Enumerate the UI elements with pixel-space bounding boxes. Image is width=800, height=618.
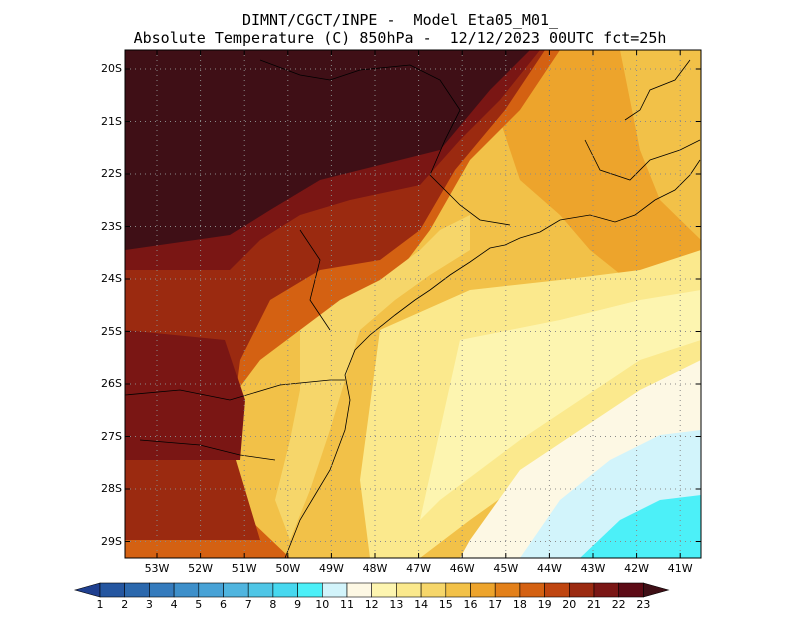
colorbar — [73, 582, 670, 598]
map-frame — [124, 49, 702, 559]
colorbar-label: 5 — [195, 598, 203, 611]
lon-label: 52W — [188, 562, 214, 575]
lat-label: 29S — [101, 534, 122, 548]
lat-label: 21S — [101, 114, 122, 128]
colorbar-cell — [297, 582, 323, 598]
colorbar-label: 12 — [364, 598, 379, 611]
lon-label: 49W — [318, 562, 344, 575]
colorbar-cell — [247, 582, 274, 598]
colorbar-label: 18 — [512, 598, 527, 611]
lat-label: 28S — [101, 482, 122, 495]
colorbar-cell — [173, 582, 200, 598]
lat-label: 20S — [101, 62, 122, 75]
colorbar-label: 14 — [414, 598, 429, 611]
colorbar-cell — [445, 582, 471, 598]
colorbar-label: 10 — [315, 598, 330, 611]
colorbar-label: 16 — [463, 598, 478, 611]
lat-label: 23S — [101, 219, 122, 233]
colorbar-cell — [494, 582, 521, 598]
colorbar-cell — [618, 582, 644, 598]
colorbar-cell — [346, 582, 373, 598]
colorbar-cell — [223, 582, 249, 598]
colorbar-label: 8 — [269, 598, 277, 611]
lat-label: 25S — [101, 324, 122, 338]
colorbar-cell — [593, 582, 620, 598]
lat-label: 26S — [101, 377, 122, 390]
colorbar-label: 4 — [170, 598, 178, 611]
colorbar-label: 22 — [611, 598, 626, 611]
lon-label: 42W — [624, 562, 650, 575]
axis-ticks — [125, 50, 701, 558]
colorbar-cell — [99, 582, 126, 598]
lon-label: 44W — [536, 562, 562, 575]
colorbar-cell — [544, 582, 570, 598]
colorbar-label: 7 — [244, 598, 252, 611]
lon-label: 50W — [275, 562, 301, 575]
colorbar-cell — [519, 582, 545, 598]
colorbar-cell — [272, 582, 298, 598]
colorbar-label: 9 — [294, 598, 302, 611]
colorbar-arrow-left — [73, 582, 101, 598]
colorbar-label: 1 — [96, 598, 104, 611]
colorbar-cell — [198, 582, 224, 598]
colorbar-cell — [420, 582, 447, 598]
lon-label: 53W — [144, 562, 170, 575]
colorbar-cell — [124, 582, 150, 598]
colorbar-label: 11 — [340, 598, 354, 611]
colorbar-label: 19 — [537, 598, 552, 611]
colorbar-label: 23 — [636, 598, 651, 611]
colorbar-cell — [371, 582, 397, 598]
colorbar-arrow-right — [643, 582, 670, 598]
lon-label: 41W — [667, 562, 693, 575]
lat-label: 24S — [101, 272, 122, 285]
lat-label: 22S — [101, 167, 122, 180]
colorbar-label: 15 — [438, 598, 453, 611]
colorbar-label: 6 — [220, 598, 227, 611]
lon-label: 47W — [406, 562, 432, 575]
chart-title: DIMNT/CGCT/INPE - Model Eta05_M01_ — [241, 11, 559, 29]
colorbar-cell — [396, 582, 422, 598]
colorbar-cell — [568, 582, 595, 598]
colorbar-cell — [470, 582, 496, 598]
colorbar-label: 2 — [121, 598, 129, 611]
chart-subtitle: Absolute Temperature (C) 850hPa - 12/12/… — [133, 29, 667, 47]
lon-label: 51W — [231, 562, 257, 575]
lon-label: 43W — [580, 562, 606, 575]
colorbar-label: 21 — [587, 598, 601, 611]
lat-label: 27S — [101, 429, 122, 443]
colorbar-label: 3 — [145, 598, 153, 611]
lon-label: 48W — [362, 562, 388, 575]
colorbar-cell — [149, 582, 175, 598]
temperature-field — [125, 50, 701, 558]
lon-label: 46W — [449, 562, 475, 575]
lat-lon-grid — [125, 50, 701, 558]
colorbar-label: 13 — [389, 598, 404, 611]
colorbar-cell — [321, 582, 348, 598]
colorbar-label: 17 — [488, 598, 503, 611]
colorbar-label: 20 — [562, 598, 577, 611]
coastline-and-borders — [125, 59, 701, 558]
lon-label: 45W — [493, 562, 519, 575]
